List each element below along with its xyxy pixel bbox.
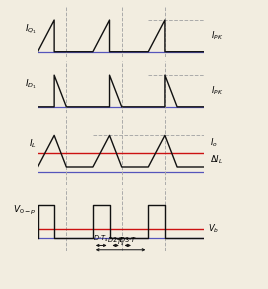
Text: $\Delta I_L$: $\Delta I_L$ bbox=[210, 154, 224, 166]
Text: $D2{\cdot}T$: $D2{\cdot}T$ bbox=[107, 235, 125, 244]
Text: $T_s$: $T_s$ bbox=[116, 238, 125, 249]
Text: $V_{0-p}$: $V_{0-p}$ bbox=[13, 204, 37, 217]
Text: $I_{PK}$: $I_{PK}$ bbox=[211, 30, 224, 42]
Text: $V_b$: $V_b$ bbox=[208, 223, 219, 235]
Text: $I_L$: $I_L$ bbox=[29, 137, 37, 150]
Text: $I_{PK}$: $I_{PK}$ bbox=[211, 85, 224, 97]
Text: $I_{Q_1}$: $I_{Q_1}$ bbox=[25, 22, 37, 36]
Text: $D3{\cdot}T$: $D3{\cdot}T$ bbox=[119, 235, 137, 244]
Text: $I_{D_1}$: $I_{D_1}$ bbox=[25, 77, 37, 91]
Text: $D{\cdot}T_s$: $D{\cdot}T_s$ bbox=[94, 234, 109, 244]
Text: $I_o$: $I_o$ bbox=[210, 136, 218, 149]
